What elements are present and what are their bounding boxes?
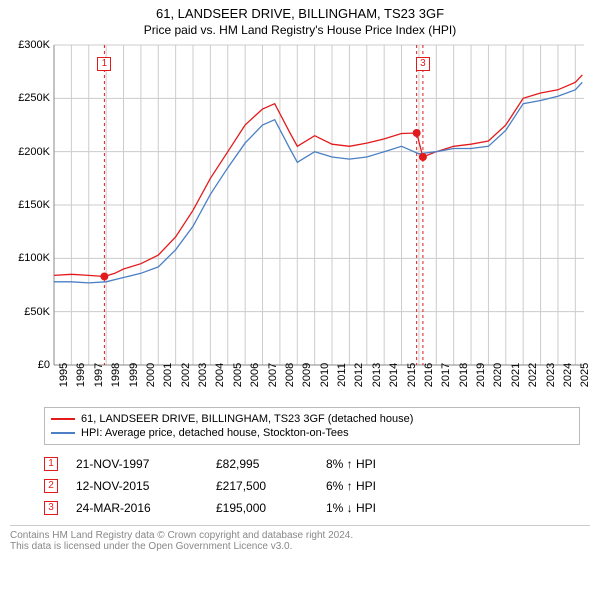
y-tick-label: £100K	[10, 252, 50, 264]
transaction-row: 3 24-MAR-2016£195,0001% ↓ HPI	[40, 497, 580, 519]
y-tick-label: £150K	[10, 199, 50, 211]
footer: Contains HM Land Registry data © Crown c…	[10, 525, 590, 552]
transaction-date: 21-NOV-1997	[76, 457, 216, 471]
x-tick-label: 2003	[197, 363, 209, 387]
x-tick-label: 2021	[510, 363, 522, 387]
legend-item: HPI: Average price, detached house, Stoc…	[51, 426, 573, 440]
x-tick-label: 2018	[458, 363, 470, 387]
x-tick-label: 2008	[284, 363, 296, 387]
x-tick-label: 2013	[371, 363, 383, 387]
x-tick-label: 1995	[58, 363, 70, 387]
x-tick-label: 2007	[267, 363, 279, 387]
x-tick-label: 1999	[128, 363, 140, 387]
x-tick-label: 2010	[319, 363, 331, 387]
x-tick-label: 2015	[406, 363, 418, 387]
x-tick-label: 2000	[145, 363, 157, 387]
x-tick-label: 1998	[110, 363, 122, 387]
legend: 61, LANDSEER DRIVE, BILLINGHAM, TS23 3GF…	[44, 407, 580, 445]
x-tick-label: 2023	[545, 363, 557, 387]
transaction-price: £217,500	[216, 479, 326, 493]
footer-line-1: Contains HM Land Registry data © Crown c…	[10, 530, 590, 541]
x-tick-label: 2001	[162, 363, 174, 387]
y-tick-label: £0	[10, 359, 50, 371]
x-tick-label: 2004	[214, 363, 226, 387]
transaction-table: 1 21-NOV-1997£82,9958% ↑ HPI 2 12-NOV-2015£…	[40, 453, 580, 519]
x-tick-label: 2024	[562, 363, 574, 387]
transaction-diff: 1% ↓ HPI	[326, 501, 426, 515]
transaction-diff: 6% ↑ HPI	[326, 479, 426, 493]
chart-container: 61, LANDSEER DRIVE, BILLINGHAM, TS23 3GF…	[0, 0, 600, 590]
transaction-marker-box: 3	[416, 57, 430, 71]
y-tick-label: £200K	[10, 146, 50, 158]
x-tick-label: 2009	[301, 363, 313, 387]
legend-swatch	[51, 418, 75, 420]
transaction-marker: 3	[44, 501, 58, 515]
x-tick-label: 2022	[527, 363, 539, 387]
transaction-price: £82,995	[216, 457, 326, 471]
transaction-row: 2 12-NOV-2015£217,5006% ↑ HPI	[40, 475, 580, 497]
footer-line-2: This data is licensed under the Open Gov…	[10, 541, 590, 552]
legend-label: 61, LANDSEER DRIVE, BILLINGHAM, TS23 3GF…	[81, 413, 413, 425]
x-tick-label: 2020	[492, 363, 504, 387]
transaction-date: 24-MAR-2016	[76, 501, 216, 515]
transaction-diff: 8% ↑ HPI	[326, 457, 426, 471]
x-tick-label: 1996	[75, 363, 87, 387]
chart-subtitle: Price paid vs. HM Land Registry's House …	[0, 21, 600, 41]
chart-title: 61, LANDSEER DRIVE, BILLINGHAM, TS23 3GF	[0, 0, 600, 21]
x-tick-label: 2019	[475, 363, 487, 387]
transaction-date: 12-NOV-2015	[76, 479, 216, 493]
transaction-marker: 1	[44, 457, 58, 471]
x-tick-label: 2002	[180, 363, 192, 387]
x-tick-label: 1997	[93, 363, 105, 387]
x-tick-label: 2005	[232, 363, 244, 387]
x-tick-label: 2016	[423, 363, 435, 387]
x-tick-label: 2011	[336, 363, 348, 387]
x-tick-label: 2025	[579, 363, 591, 387]
y-tick-label: £300K	[10, 39, 50, 51]
transaction-marker: 2	[44, 479, 58, 493]
legend-item: 61, LANDSEER DRIVE, BILLINGHAM, TS23 3GF…	[51, 412, 573, 426]
transaction-row: 1 21-NOV-1997£82,9958% ↑ HPI	[40, 453, 580, 475]
chart-area: £0 £50K £100K £150K £200K £250K £300K 1995 1996 1…	[10, 41, 590, 401]
y-tick-label: £50K	[10, 306, 50, 318]
legend-swatch	[51, 432, 75, 434]
transaction-marker-box: 1	[97, 57, 111, 71]
x-tick-label: 2012	[353, 363, 365, 387]
x-tick-label: 2017	[440, 363, 452, 387]
x-tick-label: 2006	[249, 363, 261, 387]
legend-label: HPI: Average price, detached house, Stoc…	[81, 427, 349, 439]
chart-svg	[10, 41, 590, 401]
x-tick-label: 2014	[388, 363, 400, 387]
transaction-price: £195,000	[216, 501, 326, 515]
y-tick-label: £250K	[10, 92, 50, 104]
